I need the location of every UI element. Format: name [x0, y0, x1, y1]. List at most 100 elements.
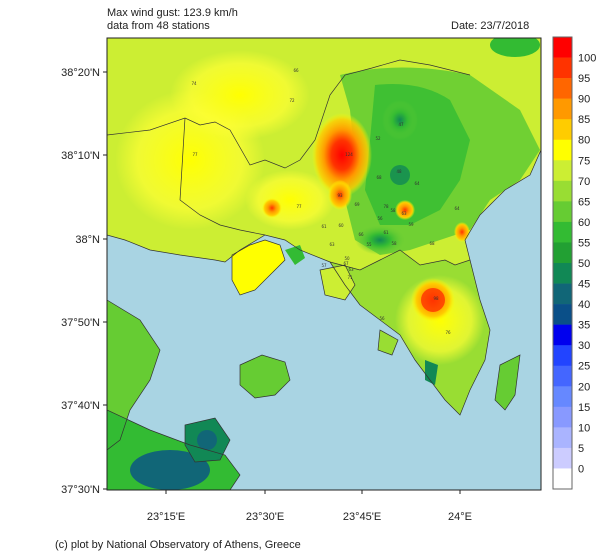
station-value: 74: [191, 81, 197, 86]
colorbar-swatch: [553, 406, 572, 428]
station-value: 98: [433, 296, 439, 301]
colorbar-label: 100: [578, 53, 596, 65]
station-value: 56: [377, 216, 383, 221]
colorbar-label: 60: [578, 217, 590, 229]
colorbar-label: 15: [578, 402, 590, 414]
colorbar-swatch: [553, 201, 572, 223]
colorbar-swatch: [553, 78, 572, 99]
colorbar-label: 40: [578, 299, 590, 311]
station-value: 68: [376, 175, 382, 180]
station-value: 63: [401, 211, 407, 216]
y-tick-label: 38°10'N: [61, 150, 100, 162]
station-value: 50: [344, 256, 350, 261]
land-aegina: [240, 355, 290, 398]
colorbar-label: 35: [578, 320, 590, 332]
station-value: 48: [396, 169, 402, 174]
station-value: 77: [192, 152, 198, 157]
station-value: 64: [454, 206, 460, 211]
station-value: 52: [375, 136, 381, 141]
station-value: 78: [383, 204, 389, 209]
station-value: 57: [321, 263, 327, 268]
colorbar-label: 75: [578, 155, 590, 167]
colorbar-label: 90: [578, 94, 590, 106]
station-value: 72: [289, 98, 295, 103]
colorbar-label: 50: [578, 258, 590, 270]
land-peloponnese: [107, 300, 160, 450]
station-value: 59: [408, 222, 414, 227]
title-max-gust: Max wind gust: 123.9 km/h: [107, 7, 238, 19]
station-value: 68: [429, 241, 435, 246]
colorbar-swatch: [553, 160, 572, 182]
colorbar-label: 95: [578, 73, 590, 85]
station-value: 58: [391, 241, 397, 246]
colorbar-swatch: [553, 57, 572, 79]
colorbar-swatch: [553, 283, 572, 305]
station-value: 76: [445, 330, 451, 335]
colorbar-label: 80: [578, 135, 590, 147]
station-value: 58: [390, 208, 396, 213]
colorbar-label: 85: [578, 114, 590, 126]
y-tick-label: 37°40'N: [61, 400, 100, 412]
colorbar-label: 5: [578, 443, 584, 455]
colorbar-label: 30: [578, 340, 590, 352]
y-tick-label: 37°30'N: [61, 484, 100, 496]
colorbar: 1009590858075706560555045403530252015105…: [552, 36, 596, 490]
colorbar-swatch: [553, 263, 572, 284]
colorbar-label: 10: [578, 422, 590, 434]
station-value: 77: [296, 204, 302, 209]
station-value: 56: [379, 316, 385, 321]
colorbar-label: 55: [578, 237, 590, 249]
colorbar-swatch: [553, 139, 572, 161]
station-value: 55: [366, 242, 372, 247]
station-value: 71: [347, 275, 353, 280]
map-plot-area: 66 74 72 77 124 47 52 48 64 93 77 68 69 78 61 60 58 63 56 6…: [107, 38, 541, 490]
credit-line: (c) plot by National Observatory of Athe…: [55, 539, 301, 551]
station-value: 47: [398, 122, 404, 127]
colorbar-swatch: [553, 324, 572, 346]
station-value: 63: [329, 242, 335, 247]
station-value: 66: [293, 68, 299, 73]
station-value: 66: [358, 232, 364, 237]
colorbar-label: 0: [578, 463, 584, 475]
y-tick-label: 38°N: [75, 234, 100, 246]
map-frame: [106, 37, 542, 491]
station-value: 61: [383, 230, 389, 235]
colorbar-swatch: [553, 304, 572, 325]
station-labels: 66 74 72 77 124 47 52 48 64 93 77 68 69 78 61 60 58 63 56 6…: [191, 68, 460, 335]
x-axis: 23°15'E 23°30'E 23°45'E 24°E: [147, 490, 472, 523]
colorbar-label: 45: [578, 279, 590, 291]
colorbar-label: 70: [578, 176, 590, 188]
colorbar-swatch: [553, 386, 572, 408]
colorbar-swatch: [553, 447, 572, 469]
colorbar-swatch: [553, 180, 572, 202]
colorbar-swatch: [553, 468, 572, 490]
x-tick-label: 24°E: [448, 511, 472, 523]
station-value: 69: [354, 202, 360, 207]
station-value: 64: [414, 181, 420, 186]
colorbar-swatch: [553, 119, 572, 141]
subtitle-station-count: data from 48 stations: [107, 20, 210, 32]
colorbar-swatch: [553, 365, 572, 387]
colorbar-swatch: [553, 221, 572, 243]
colorbar-label: 20: [578, 381, 590, 393]
colorbar-swatch: [553, 427, 572, 449]
colorbar-swatch: [553, 98, 572, 120]
x-tick-label: 23°30'E: [246, 511, 284, 523]
station-value: 63: [348, 267, 354, 272]
date-label: Date: 23/7/2018: [451, 20, 530, 32]
colorbar-frame: [552, 36, 573, 490]
land-salamina: [232, 240, 285, 295]
station-value: 67: [343, 261, 349, 266]
colorbar-swatch: [553, 242, 572, 264]
station-value: 60: [338, 223, 344, 228]
station-value: 93: [337, 193, 343, 198]
colorbar-label: 25: [578, 361, 590, 373]
colorbar-swatch: [553, 345, 572, 367]
colorbar-swatch: [553, 37, 572, 58]
station-value: 61: [321, 224, 327, 229]
y-tick-label: 38°20'N: [61, 67, 100, 79]
y-axis: 38°20'N 38°10'N 38°N 37°50'N 37°40'N 37°…: [61, 67, 107, 496]
x-tick-label: 23°15'E: [147, 511, 185, 523]
colorbar-label: 65: [578, 196, 590, 208]
